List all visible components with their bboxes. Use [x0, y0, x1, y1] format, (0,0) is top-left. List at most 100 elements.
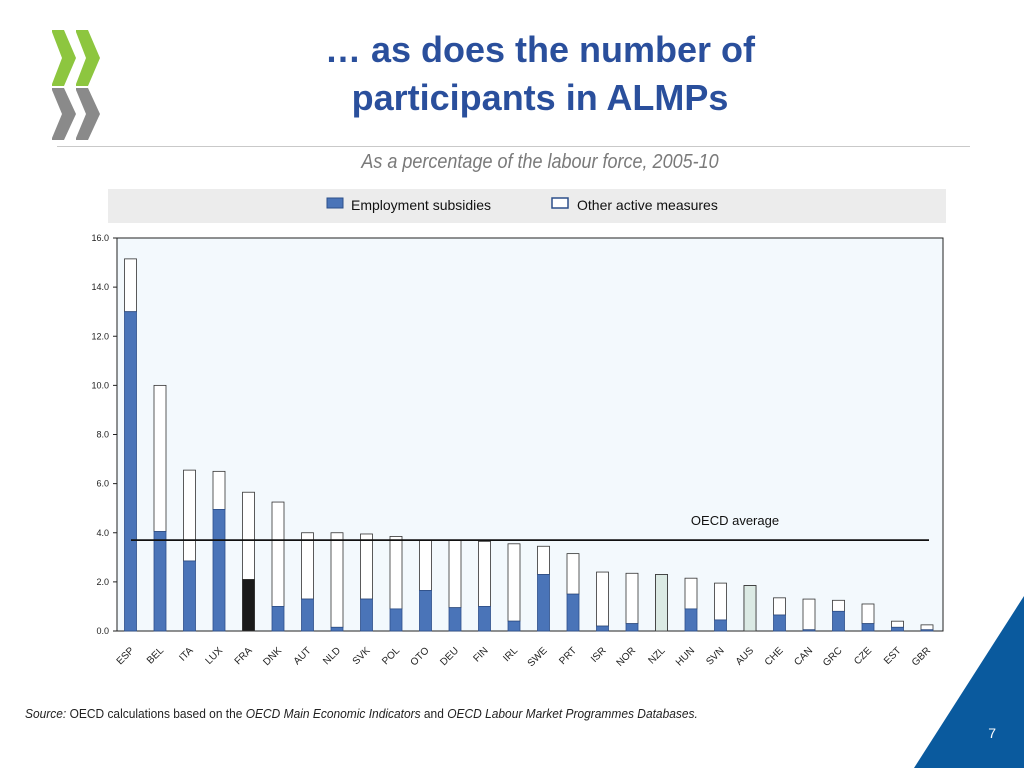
- bar-subsidies-SVN: [714, 619, 727, 632]
- slide-title: … as does the number of participants in …: [240, 26, 840, 122]
- bar-subsidies-PRT: [566, 593, 580, 632]
- x-tick-label-BEL: BEL: [145, 645, 166, 666]
- x-tick-label-ISR: ISR: [589, 645, 609, 665]
- source-database-1: OECD Main Economic Indicators: [245, 706, 421, 721]
- logo-chevron-right-grey: [76, 88, 100, 140]
- bar-other-NLD: [330, 532, 344, 628]
- y-tick-label-3: 6.0: [96, 479, 109, 489]
- bar-subsidies-AUT: [301, 598, 314, 632]
- legend-label-other-active-measures: Other active measures: [577, 197, 718, 213]
- x-tick-label-CAN: CAN: [792, 645, 815, 668]
- bar-other-BEL: [153, 384, 167, 532]
- y-tick-label-7: 14.0: [91, 282, 109, 292]
- bar-other-CZE: [861, 603, 875, 625]
- bar-other-FIN: [478, 540, 491, 607]
- y-tick-label-4: 8.0: [96, 430, 109, 440]
- bar-other-AUT: [301, 532, 314, 600]
- oecd-logo-icon: [52, 30, 100, 140]
- x-tick-label-DEU: DEU: [438, 645, 461, 668]
- bar-other-EST: [891, 620, 904, 628]
- x-tick-label-SVN: SVN: [704, 645, 726, 667]
- x-tick-label-CZE: CZE: [852, 645, 874, 667]
- logo-chevron-left-grey: [52, 88, 76, 140]
- x-tick-label-ESP: ESP: [115, 645, 137, 667]
- bar-other-GRC: [832, 599, 845, 612]
- y-tick-label-5: 10.0: [91, 380, 109, 390]
- title-divider: [57, 146, 970, 147]
- x-tick-label-PRT: PRT: [557, 645, 579, 667]
- x-tick-label-FRA: FRA: [233, 645, 255, 667]
- x-tick-label-DNK: DNK: [261, 645, 284, 668]
- x-tick-label-GRC: GRC: [821, 645, 845, 669]
- bar-subsidies-EST: [891, 626, 904, 632]
- x-tick-label-NLD: NLD: [321, 645, 343, 667]
- legend-box: [108, 189, 946, 223]
- x-tick-label-NOR: NOR: [615, 645, 639, 669]
- bar-other-SVK: [360, 533, 373, 600]
- bar-subsidies-DNK: [271, 606, 285, 632]
- logo-chevron-left-green: [52, 30, 76, 86]
- x-tick-label-OTO: OTO: [409, 645, 432, 668]
- bar-other-LUX: [212, 470, 226, 510]
- x-tick-label-AUS: AUS: [734, 645, 757, 668]
- bar-other-DEU: [448, 539, 462, 609]
- bar-other-DNK: [271, 501, 285, 607]
- bar-other-HUN: [684, 577, 698, 610]
- bar-other-ISR: [596, 571, 609, 627]
- legend-label-employment-subsidies: Employment subsidies: [351, 197, 491, 213]
- x-tick-label-NZL: NZL: [646, 645, 667, 666]
- corner-triangle-decoration: [914, 596, 1024, 768]
- bar-subsidies-GRC: [832, 610, 845, 632]
- slide-title-line2: participants in ALMPs: [351, 77, 729, 118]
- x-tick-label-IRL: IRL: [501, 645, 520, 664]
- source-text-2: and: [423, 706, 444, 721]
- source-database-2: OECD Labour Market Programmes Databases.: [447, 706, 698, 721]
- bar-subsidies-IRL: [507, 620, 521, 632]
- x-tick-label-HUN: HUN: [674, 645, 697, 668]
- y-tick-label-2: 4.0: [96, 528, 109, 538]
- bar-highlight-AUS: [743, 585, 757, 632]
- source-text-1: OECD calculations based on the: [69, 706, 243, 721]
- bar-subsidies-LUX: [212, 509, 226, 632]
- bar-subsidies-ITA: [183, 560, 196, 632]
- x-tick-label-EST: EST: [882, 645, 904, 667]
- x-tick-label-ITA: ITA: [177, 645, 195, 663]
- bar-subsidies-HUN: [684, 608, 698, 632]
- bar-subsidies-NLD: [330, 626, 344, 632]
- x-tick-label-AUT: AUT: [292, 645, 314, 667]
- reference-line-label: OECD average: [691, 513, 779, 528]
- bar-subsidies-FIN: [478, 606, 491, 632]
- bar-subsidies-DEU: [448, 607, 462, 632]
- bar-subsidies-SWE: [537, 574, 550, 632]
- bar-other-ESP: [124, 258, 137, 313]
- bar-subsidies-BEL: [153, 531, 167, 632]
- bar-subsidies-ISR: [596, 625, 609, 632]
- y-axis: 0.0 2.0 4.0 6.0 8.0 10.0 12.0 14.0 16.0: [91, 233, 117, 636]
- x-tick-label-FIN: FIN: [471, 645, 490, 664]
- legend-swatch-employment-subsidies: [326, 197, 344, 209]
- reference-line-group: OECD average: [131, 513, 929, 542]
- bar-other-OTO: [419, 539, 432, 591]
- bar-other-SWE: [537, 545, 550, 575]
- bar-subsidies-POL: [389, 608, 403, 632]
- bar-subsidies-CHE: [773, 614, 786, 632]
- bar-highlight-FRA: [242, 579, 255, 632]
- legend-swatch-other-active-measures: [551, 197, 569, 209]
- bar-highlight-NZL: [655, 574, 668, 632]
- source-label: Source:: [25, 706, 67, 721]
- bar-subsidies-NOR: [625, 623, 639, 632]
- x-axis: ESP BEL ITA LUX FRA DNK AUT NLD SVK POL OTO DEU FIN I…: [115, 645, 933, 669]
- bar-subsidies-ESP: [124, 311, 137, 632]
- bar-subsidies-CZE: [861, 623, 875, 632]
- y-tick-label-1: 2.0: [96, 577, 109, 587]
- chart-subtitle: As a percentage of the labour force, 200…: [361, 151, 719, 173]
- x-tick-label-CHE: CHE: [763, 645, 786, 668]
- bar-other-POL: [389, 536, 403, 610]
- page-number: 7: [988, 725, 996, 741]
- x-tick-label-SWE: SWE: [526, 645, 550, 669]
- bar-subsidies-SVK: [360, 598, 373, 632]
- x-tick-label-LUX: LUX: [204, 645, 226, 667]
- slide-title-line1: … as does the number of: [324, 29, 756, 70]
- y-tick-label-8: 16.0: [91, 233, 109, 243]
- bar-subsidies-CAN: [802, 629, 816, 632]
